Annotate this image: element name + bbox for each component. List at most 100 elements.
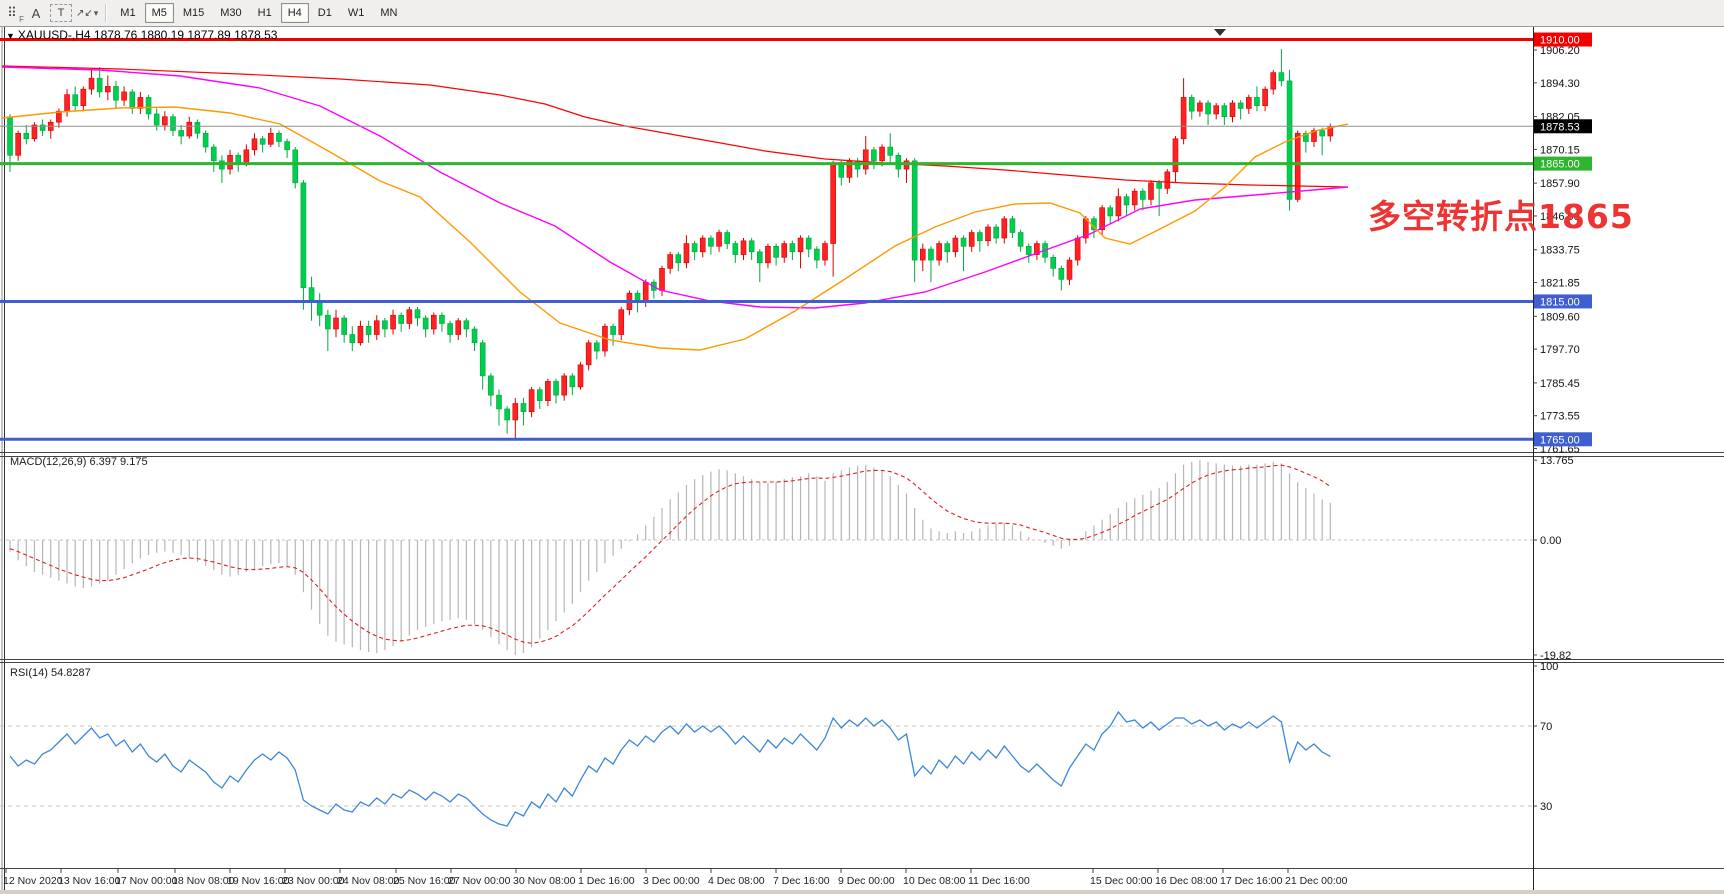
candle: [659, 268, 665, 291]
status-strip: [0, 890, 1724, 894]
ma-fast-orange: [1, 106, 1349, 351]
candle: [1156, 182, 1162, 189]
timeframe-button-H4[interactable]: H4: [280, 3, 309, 23]
macd-tick-label: 0.00: [1540, 535, 1561, 547]
chart-frame: [0, 26, 1724, 890]
time-tick-label: 3 Dec 00:00: [643, 875, 700, 887]
candle: [365, 325, 372, 335]
candle: [308, 287, 315, 302]
price-tick-label: 1906.20: [1540, 45, 1580, 57]
time-tick-label: 9 Dec 00:00: [838, 875, 895, 887]
candle: [202, 132, 209, 148]
font-tool-icon[interactable]: A: [31, 5, 41, 21]
time-tick-label: 16 Dec 08:00: [1155, 875, 1218, 887]
price-tick-label: 1797.70: [1540, 344, 1580, 356]
candle: [960, 237, 967, 247]
timeframe-button-D1[interactable]: D1: [317, 7, 332, 19]
candle: [1262, 88, 1268, 106]
candle: [1009, 218, 1016, 233]
candle: [805, 237, 812, 250]
candle: [553, 381, 559, 396]
candle: [748, 240, 755, 253]
window-handle-glyph: ⠿: [7, 5, 17, 20]
ma-slow-red: [1, 65, 1349, 188]
candle: [316, 301, 323, 316]
candle: [577, 364, 584, 388]
price-badge-label: 1878.53: [1540, 121, 1580, 133]
candle: [333, 317, 339, 330]
candle: [292, 149, 299, 184]
candle: [341, 317, 347, 335]
candle: [887, 146, 894, 156]
candle: [113, 86, 119, 101]
time-tick-label: 23 Nov 00:00: [282, 875, 345, 887]
window-handle-icon[interactable]: ⠿ F: [2, 3, 24, 24]
chevron-down-icon[interactable]: ▾: [93, 7, 99, 18]
candle: [814, 248, 820, 261]
candle: [15, 132, 21, 156]
candle: [455, 320, 462, 335]
candle: [1131, 190, 1138, 206]
price-badge: [1534, 294, 1592, 309]
timeframe-bar: M1 M5 M15 M30 H1 H4 D1 W1 MN: [112, 0, 405, 26]
candle: [479, 342, 486, 377]
rsi-tick-label: 100: [1540, 661, 1558, 673]
annotation-text: 多空转折点1865: [1368, 197, 1634, 236]
time-tick-label: 30 Nov 08:00: [513, 875, 576, 887]
candle: [830, 163, 836, 244]
timeframe-button-M1[interactable]: M1: [120, 7, 136, 19]
price-tick-label: 1833.75: [1540, 245, 1580, 257]
timeframe-button-H1[interactable]: H1: [257, 7, 272, 19]
text-tool-icon[interactable]: T: [50, 4, 72, 22]
candle: [243, 149, 250, 164]
candle: [1278, 72, 1285, 82]
candle: [496, 394, 502, 410]
symbol-dropdown-icon[interactable]: ▼: [6, 31, 15, 41]
price-tick-label: 1894.30: [1540, 78, 1580, 90]
candle: [1050, 257, 1056, 269]
candle: [822, 243, 828, 261]
candle: [732, 243, 739, 255]
candle: [1074, 237, 1081, 261]
candle: [373, 320, 380, 335]
candle: [593, 342, 600, 352]
candle: [740, 240, 747, 255]
candle: [765, 245, 771, 264]
time-tick-label: 15 Dec 00:00: [1090, 875, 1153, 887]
candle: [1025, 245, 1032, 255]
shift-marker-icon[interactable]: [1214, 29, 1226, 36]
price-axis[interactable]: 1906.201894.301882.051870.151857.901846.…: [1533, 26, 1592, 890]
time-tick-label: 21 Dec 00:00: [1285, 875, 1348, 887]
candle: [276, 132, 282, 142]
candle: [911, 160, 918, 261]
candle: [463, 320, 470, 330]
candle: [398, 314, 405, 324]
candle: [210, 146, 217, 162]
timeframe-button-M15[interactable]: M15: [182, 7, 205, 19]
candle: [968, 232, 975, 247]
toolbar-separator: [105, 4, 108, 22]
timeframe-button-W1[interactable]: W1: [347, 7, 365, 19]
timeframe-button-MN[interactable]: MN: [380, 7, 398, 19]
candle: [1221, 105, 1228, 118]
candle: [667, 254, 673, 269]
candle: [708, 237, 714, 247]
candle: [985, 226, 991, 242]
cursor-tool-glyph: ↗↙: [76, 7, 93, 19]
timeframe-button-M5[interactable]: M5: [144, 3, 174, 23]
time-tick-label: 19 Nov 16:00: [227, 875, 290, 887]
candle: [88, 77, 95, 90]
candle: [7, 116, 13, 156]
cursor-tool-icon[interactable]: ↗↙ ▾: [76, 3, 98, 23]
candle: [105, 86, 111, 93]
candle: [545, 381, 551, 401]
candle: [993, 226, 999, 239]
timeframe-button-M30[interactable]: M30: [220, 7, 242, 19]
candle: [430, 314, 437, 330]
price-tick-label: 1821.85: [1540, 278, 1580, 290]
candle: [928, 248, 934, 261]
time-tick-label: 25 Nov 16:00: [393, 875, 456, 887]
candle: [536, 389, 543, 401]
